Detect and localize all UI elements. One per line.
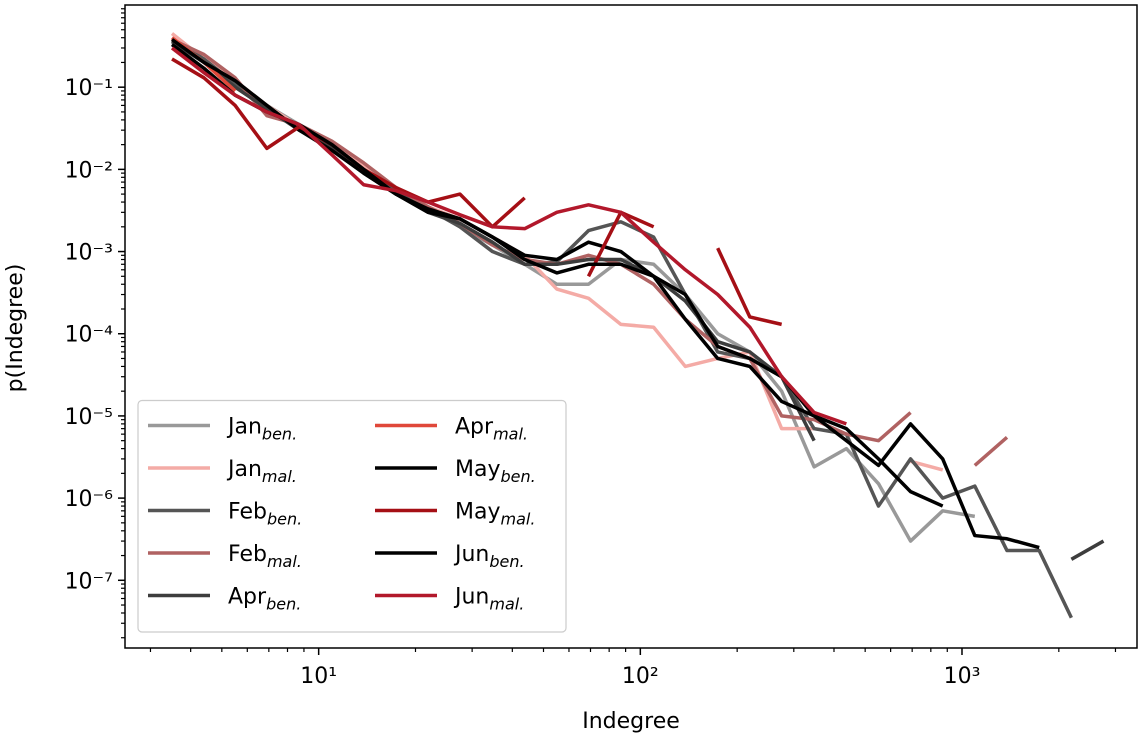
legend-label: Febmal. [228, 542, 302, 571]
legend-label: Janmal. [226, 457, 297, 486]
series-line [170, 46, 847, 426]
legend-name: May [455, 500, 500, 525]
legend-name: Apr [228, 585, 267, 610]
x-tick-label: 10² [622, 664, 659, 689]
x-tick-label: 10³ [944, 664, 981, 689]
y-tick-label: 10⁻² [65, 158, 113, 183]
legend-label: Aprben. [228, 585, 301, 614]
legend-box [137, 399, 567, 633]
legend-name: May [455, 457, 500, 482]
legend-label: Mayben. [455, 457, 536, 486]
x-axis-label: Indegree [582, 709, 680, 734]
legend-subscript: mal. [262, 467, 297, 486]
legend-subscript: ben. [500, 467, 535, 486]
legend-subscript: ben. [266, 595, 301, 614]
series-line [171, 57, 783, 327]
y-tick-label: 10⁻³ [65, 241, 113, 266]
legend-name: Jan [226, 415, 262, 440]
legend-subscript: mal. [267, 552, 302, 571]
legend-name: Feb [228, 500, 267, 525]
y-tick-label: 10⁻⁴ [65, 323, 114, 348]
legend-subscript: mal. [489, 595, 524, 614]
legend-label: Maymal. [455, 500, 535, 529]
y-tick-label: 10⁻¹ [65, 76, 113, 101]
legend-label: Febben. [228, 500, 302, 529]
legend-subscript: ben. [262, 425, 297, 444]
series-line [170, 43, 1040, 550]
legend-label: Junben. [453, 542, 525, 571]
legend-subscript: ben. [267, 510, 302, 529]
legend-name: Jun [453, 585, 489, 610]
y-tick-label: 10⁻⁵ [65, 405, 113, 430]
legend-name: Feb [228, 542, 267, 567]
legend-subscript: ben. [489, 552, 524, 571]
legend-subscript: mal. [500, 510, 535, 529]
legend-name: Apr [455, 415, 494, 440]
legend-subscript: mal. [493, 425, 528, 444]
legend-name: Jun [453, 542, 489, 567]
y-tick-label: 10⁻⁶ [65, 487, 114, 512]
legend-label: Aprmal. [455, 415, 528, 444]
x-tick-label: 10¹ [300, 664, 337, 689]
legend-name: Jan [226, 457, 262, 482]
y-axis-label: p(Indegree) [3, 264, 28, 393]
legend-label: Janben. [226, 415, 297, 444]
plot-frame [124, 4, 1138, 649]
legend-label: Junmal. [453, 585, 524, 614]
y-tick-label: 10⁻⁷ [65, 569, 113, 594]
